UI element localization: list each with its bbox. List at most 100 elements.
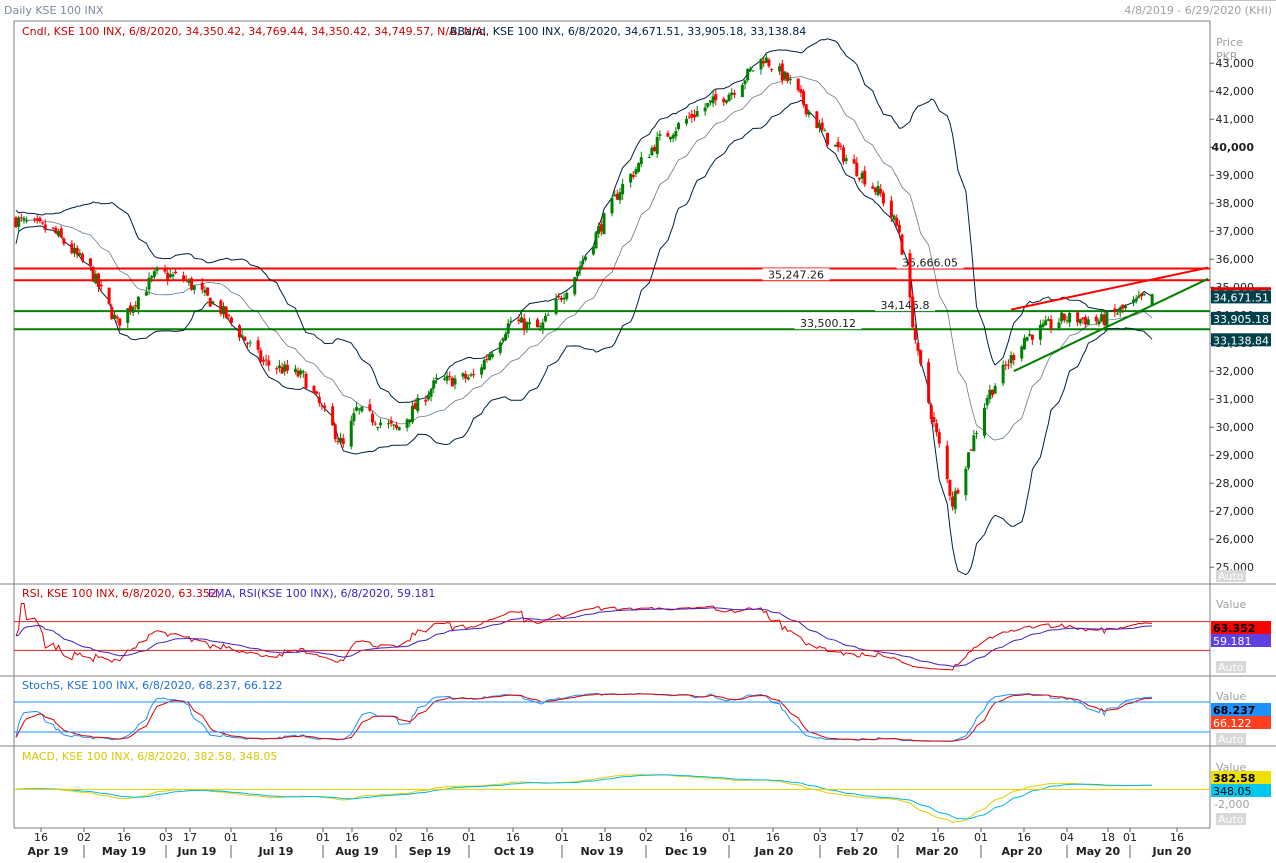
candle bbox=[126, 308, 130, 329]
candle-body bbox=[613, 194, 617, 197]
candle bbox=[711, 91, 715, 108]
candle bbox=[259, 347, 263, 365]
candle-body bbox=[184, 279, 188, 281]
time-tick-label: 02 bbox=[389, 831, 403, 844]
candle-body bbox=[602, 213, 606, 235]
candle-body bbox=[818, 124, 822, 128]
month-label: Aug 19 bbox=[335, 845, 378, 858]
candle bbox=[517, 314, 521, 325]
stoch-auto-button[interactable]: Auto bbox=[1216, 733, 1246, 746]
candle bbox=[557, 293, 561, 300]
currency-axis-label: PKR bbox=[1216, 50, 1238, 63]
candle-body bbox=[81, 253, 85, 261]
candle bbox=[352, 408, 356, 426]
candle bbox=[730, 88, 734, 100]
macd-auto-button[interactable]: Auto bbox=[1216, 813, 1246, 826]
candle-body bbox=[206, 287, 210, 296]
candle bbox=[445, 370, 449, 385]
candle-body bbox=[349, 420, 353, 447]
candle-body bbox=[1084, 316, 1088, 325]
horizontal-line-label-bg bbox=[762, 268, 830, 281]
candle-body bbox=[54, 227, 58, 234]
candle-body bbox=[594, 232, 598, 249]
candle bbox=[578, 261, 582, 276]
candle bbox=[1062, 313, 1066, 323]
candle bbox=[841, 144, 845, 165]
candle bbox=[190, 276, 194, 291]
candle bbox=[594, 231, 598, 250]
candle bbox=[948, 479, 952, 501]
rsi-auto-button[interactable]: Auto bbox=[1216, 661, 1246, 674]
candle-body bbox=[413, 403, 417, 410]
candle-body bbox=[581, 260, 585, 265]
candle bbox=[38, 215, 42, 224]
candle bbox=[78, 249, 82, 257]
candle bbox=[658, 130, 662, 141]
time-tick-label: 16 bbox=[506, 831, 520, 844]
plot-frame bbox=[13, 0, 1276, 829]
candle bbox=[17, 215, 21, 232]
candle-body bbox=[687, 116, 691, 118]
candle bbox=[591, 245, 595, 256]
candle bbox=[182, 271, 186, 283]
candle-body bbox=[261, 360, 265, 362]
candle bbox=[1049, 314, 1053, 334]
candle bbox=[355, 402, 359, 412]
candle bbox=[674, 127, 678, 141]
candle-body bbox=[315, 391, 319, 394]
candle bbox=[1097, 318, 1101, 327]
price-badge-bg bbox=[1211, 311, 1271, 325]
candle-body bbox=[629, 173, 633, 183]
candle bbox=[368, 399, 372, 413]
horizontal-line-label: 35,666.05 bbox=[902, 257, 958, 270]
candle-body bbox=[557, 296, 561, 298]
month-label: May 19 bbox=[102, 845, 146, 858]
candle bbox=[336, 437, 340, 445]
candle-body bbox=[820, 122, 824, 130]
candle-body bbox=[410, 405, 414, 423]
candle bbox=[59, 225, 63, 239]
rsi-plot bbox=[14, 602, 1210, 671]
support-trendline bbox=[1013, 277, 1209, 373]
candle bbox=[927, 358, 931, 405]
macd-badge-bg bbox=[1211, 784, 1271, 797]
window-title: Daily KSE 100 INX bbox=[4, 4, 104, 17]
candle bbox=[222, 302, 226, 319]
candle bbox=[1038, 319, 1042, 346]
candle-body bbox=[634, 169, 638, 174]
candle bbox=[613, 190, 617, 197]
candle-body bbox=[538, 325, 542, 328]
candle-body bbox=[714, 94, 718, 101]
candle-body bbox=[248, 342, 252, 344]
candle-body bbox=[445, 375, 449, 381]
horizontal-lines[interactable]: 35,666.05 35,247.26 34,145.8 33,500.12 bbox=[14, 256, 1210, 331]
candle-body bbox=[134, 305, 138, 307]
rsi-legend: RSI, KSE 100 INX, 6/8/2020, 63.352, bbox=[22, 587, 220, 600]
candle bbox=[1022, 334, 1026, 350]
candle-body bbox=[1105, 311, 1109, 327]
candle bbox=[464, 370, 468, 383]
time-tick-label: 01 bbox=[974, 831, 988, 844]
candle bbox=[1081, 316, 1085, 325]
candle-body bbox=[174, 271, 178, 274]
candle-body bbox=[498, 342, 502, 353]
main-auto-button[interactable]: Auto bbox=[1216, 570, 1246, 583]
candle-body bbox=[115, 316, 119, 319]
candle bbox=[1094, 314, 1098, 326]
bollinger-lower bbox=[15, 99, 1153, 576]
resistance-trendline bbox=[1010, 266, 1209, 311]
candle-body bbox=[1113, 308, 1117, 313]
candle bbox=[575, 268, 579, 280]
candle-body bbox=[764, 57, 768, 63]
stoch-auto-label: Auto bbox=[1218, 733, 1244, 746]
candle-body bbox=[647, 156, 651, 158]
candle-body bbox=[732, 92, 736, 95]
candle bbox=[1028, 329, 1032, 337]
time-tick-label: 16 bbox=[34, 831, 48, 844]
candle bbox=[206, 287, 210, 297]
month-label: Jan 20 bbox=[754, 845, 794, 858]
candle bbox=[1102, 310, 1106, 327]
trendlines[interactable] bbox=[1010, 266, 1209, 373]
